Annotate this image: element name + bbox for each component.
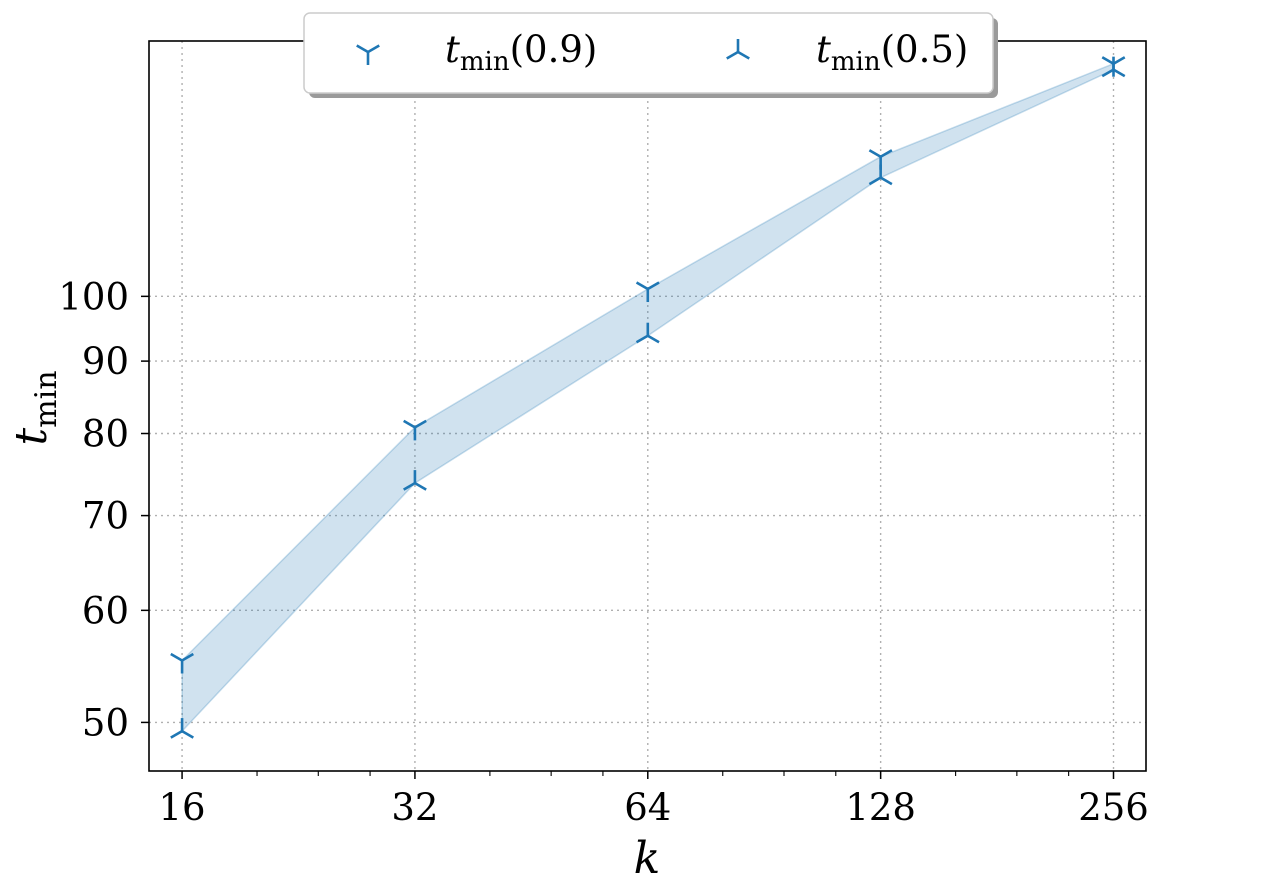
legend-marker-glyph [726, 39, 750, 60]
legend-marker-glyph-arm [726, 50, 739, 60]
data-point-series-1-arm [170, 652, 183, 662]
data-point-series-2-arm [1101, 68, 1115, 78]
data-point-series-1-arm [647, 281, 660, 291]
legend-marker-series-2 [726, 39, 750, 60]
y-axis-label: tmin [6, 370, 64, 445]
data-point-series-2 [1101, 56, 1126, 78]
data-point-series-2-arm [1112, 68, 1126, 78]
data-point-series-2 [170, 718, 194, 739]
grid-lines [149, 41, 1146, 771]
data-point-series-1 [170, 652, 194, 674]
legend-label-series-1: tmin(0.9) [445, 28, 597, 77]
data-point-series-2-arm [181, 729, 194, 739]
legend-label-series-2-sub: min [831, 47, 881, 77]
x-tick-label: 32 [391, 786, 438, 829]
legend-label-series-2: tmin(0.5) [816, 28, 968, 77]
x-tick-label: 16 [159, 786, 206, 829]
legend-label-series-1-suffix: (0.9) [510, 28, 598, 71]
data-point-series-2-arm [414, 481, 427, 491]
axis-ticks: 16 32 64 128 256 50 60 70 80 90 100 [58, 275, 1148, 829]
legend-marker-glyph-arm [737, 50, 750, 60]
data-point-series-2-arm [879, 176, 893, 186]
legend-label-series-1-sub: min [460, 47, 510, 77]
data-point-series-2 [635, 322, 660, 344]
legend-marker-glyph-arm [367, 44, 380, 54]
y-tick-label: 80 [82, 413, 129, 456]
data-point-series-2 [403, 470, 427, 491]
y-tick-label: 100 [58, 275, 129, 318]
y-tick-label: 70 [82, 495, 129, 538]
legend-label-series-2-suffix: (0.5) [881, 28, 969, 71]
data-point-series-1-arm [868, 149, 882, 158]
data-point-series-1-arm [1101, 56, 1115, 65]
legend-label-series-1-main: t [445, 28, 460, 71]
y-axis-label-sub: min [29, 370, 64, 427]
legend: tmin(0.9) tmin(0.5) [303, 12, 998, 98]
y-axis-label-main: t [6, 428, 57, 446]
y-tick-label: 60 [82, 589, 129, 632]
x-tick-label: 64 [624, 786, 671, 829]
data-point-series-1-arm [635, 281, 649, 291]
x-tick-label: 256 [1078, 786, 1149, 829]
data-point-series-1-arm [414, 419, 427, 429]
x-tick-label: 128 [845, 786, 916, 829]
data-point-series-1-arm [403, 419, 416, 429]
data-point-series-2-arm [635, 334, 649, 344]
data-point-series-1 [403, 419, 427, 441]
data-point-series-2-arm [403, 481, 416, 491]
legend-label-series-2-main: t [816, 28, 831, 71]
data-markers [170, 56, 1126, 739]
y-tick-label: 90 [82, 340, 129, 383]
data-point-series-1-arm [879, 149, 893, 158]
legend-marker-glyph-arm [356, 44, 369, 54]
data-point-series-2-arm [868, 176, 882, 186]
legend-marker-glyph [356, 44, 380, 65]
data-point-series-2-arm [170, 729, 183, 739]
data-point-series-2 [868, 164, 893, 186]
data-point-series-1 [635, 281, 660, 303]
x-axis-label: k [634, 833, 661, 884]
legend-box [303, 12, 994, 94]
data-point-series-1-arm [1112, 56, 1126, 65]
data-point-series-2-arm [647, 334, 660, 344]
y-tick-label: 50 [82, 701, 129, 744]
legend-marker-series-1 [356, 44, 380, 65]
data-point-series-1-arm [181, 652, 194, 662]
